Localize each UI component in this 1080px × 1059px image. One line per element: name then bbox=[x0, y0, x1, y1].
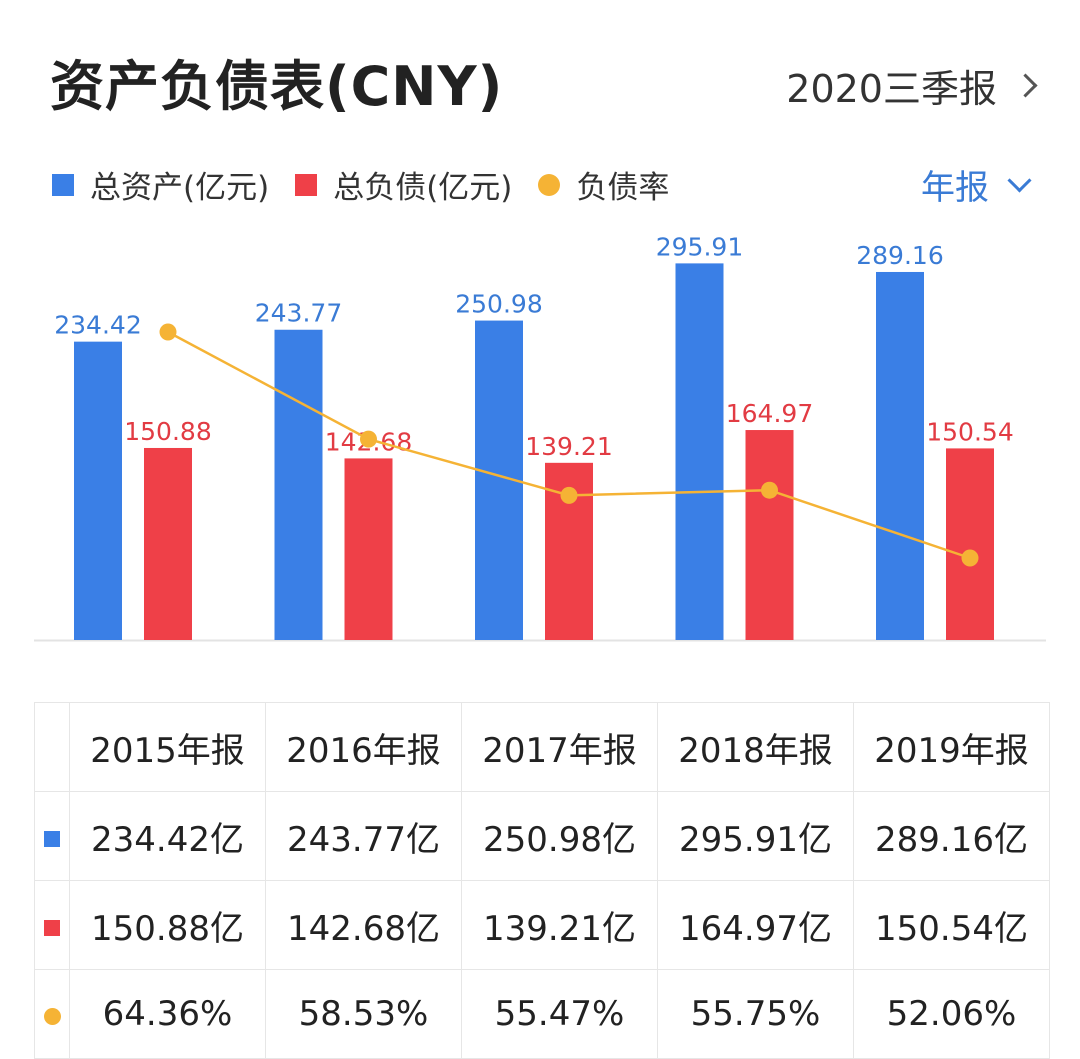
bar-liabilities bbox=[344, 458, 393, 640]
table-header-cell: 2019年报 bbox=[853, 702, 1050, 792]
table-header-cell: 2017年报 bbox=[461, 702, 658, 792]
bar-assets bbox=[675, 263, 724, 640]
data-label-assets: 289.16 bbox=[856, 241, 943, 270]
table-row: 150.88亿 142.68亿 139.21亿 164.97亿 150.54亿 bbox=[34, 880, 1050, 970]
chevron-down-icon bbox=[1007, 168, 1032, 193]
table-cell: 64.36% bbox=[69, 969, 266, 1059]
data-label-liabilities: 139.21 bbox=[525, 432, 612, 461]
table-cell: 55.75% bbox=[657, 969, 854, 1059]
ratio-point bbox=[159, 323, 177, 341]
row-marker-cell bbox=[34, 791, 70, 881]
bar-assets bbox=[74, 341, 122, 640]
bar-liabilities bbox=[144, 447, 192, 640]
table-cell: 234.42亿 bbox=[69, 791, 266, 881]
bar-liabilities bbox=[946, 448, 994, 640]
table-cell: 243.77亿 bbox=[265, 791, 462, 881]
table-cell: 164.97亿 bbox=[657, 880, 854, 970]
page-title: 资产负债表(CNY) bbox=[50, 55, 504, 118]
row-marker-cell bbox=[34, 880, 70, 970]
table-corner bbox=[34, 702, 70, 792]
chevron-right-icon bbox=[1013, 73, 1038, 98]
table-row: 64.36% 58.53% 55.47% 55.75% 52.06% bbox=[34, 969, 1050, 1059]
legend-item-liabilities[interactable]: 总负债(亿元) bbox=[295, 162, 512, 207]
legend-label-assets: 总资产(亿元) bbox=[90, 170, 270, 206]
legend-label-ratio: 负债率 bbox=[576, 170, 670, 206]
period-label: 2020三季报 bbox=[786, 67, 997, 111]
table-cell: 55.47% bbox=[461, 969, 658, 1059]
report-type-label: 年报 bbox=[921, 168, 989, 208]
table-cell: 142.68亿 bbox=[265, 880, 462, 970]
legend-item-ratio[interactable]: 负债率 bbox=[538, 162, 669, 207]
data-label-liabilities: 150.54 bbox=[926, 417, 1013, 446]
table-cell: 139.21亿 bbox=[461, 880, 658, 970]
chart-legend: 总资产(亿元) 总负债(亿元) 负债率 bbox=[52, 162, 695, 207]
table-header-cell: 2015年报 bbox=[69, 702, 266, 792]
data-table: 2015年报 2016年报 2017年报 2018年报 2019年报 234.42亿 243… bbox=[34, 702, 1050, 1059]
bar-assets bbox=[274, 329, 323, 640]
data-label-assets: 295.91 bbox=[656, 232, 743, 261]
data-label-assets: 234.42 bbox=[54, 311, 141, 340]
data-label-assets: 250.98 bbox=[455, 290, 542, 319]
ratio-point bbox=[761, 481, 778, 499]
table-header-cell: 2016年报 bbox=[265, 702, 462, 792]
bar-liabilities bbox=[745, 430, 794, 640]
ratio-point bbox=[360, 430, 377, 448]
table-header-row: 2015年报 2016年报 2017年报 2018年报 2019年报 bbox=[34, 702, 1050, 792]
table-row: 234.42亿 243.77亿 250.98亿 295.91亿 289.16亿 bbox=[34, 791, 1050, 881]
table-cell: 289.16亿 bbox=[853, 791, 1050, 881]
table-cell: 295.91亿 bbox=[657, 791, 854, 881]
report-type-dropdown[interactable]: 年报 bbox=[921, 160, 1032, 209]
table-cell: 58.53% bbox=[265, 969, 462, 1059]
table-cell: 150.54亿 bbox=[853, 880, 1050, 970]
data-label-assets: 243.77 bbox=[255, 299, 342, 328]
square-marker-icon bbox=[44, 831, 60, 847]
legend-label-liabilities: 总负债(亿元) bbox=[333, 170, 513, 206]
legend-square-icon bbox=[52, 173, 74, 196]
data-label-liabilities: 164.97 bbox=[726, 399, 813, 428]
data-label-liabilities: 150.88 bbox=[124, 417, 211, 446]
table-cell: 250.98亿 bbox=[461, 791, 658, 881]
row-marker-cell bbox=[34, 969, 70, 1059]
legend-item-assets[interactable]: 总资产(亿元) bbox=[52, 162, 269, 207]
bar-assets bbox=[876, 271, 924, 640]
ratio-point bbox=[560, 486, 578, 504]
square-marker-icon bbox=[44, 920, 60, 936]
legend-square-icon bbox=[295, 173, 318, 196]
table-cell: 52.06% bbox=[853, 969, 1050, 1059]
legend-dot-icon bbox=[538, 173, 561, 196]
balance-sheet-chart: 234.42150.88243.77142.68250.98139.21295.… bbox=[34, 232, 1046, 642]
table-header-cell: 2018年报 bbox=[657, 702, 854, 792]
circle-marker-icon bbox=[43, 1008, 61, 1025]
period-selector[interactable]: 2020三季报 bbox=[786, 58, 1038, 113]
table-cell: 150.88亿 bbox=[69, 880, 266, 970]
ratio-point bbox=[961, 549, 979, 567]
